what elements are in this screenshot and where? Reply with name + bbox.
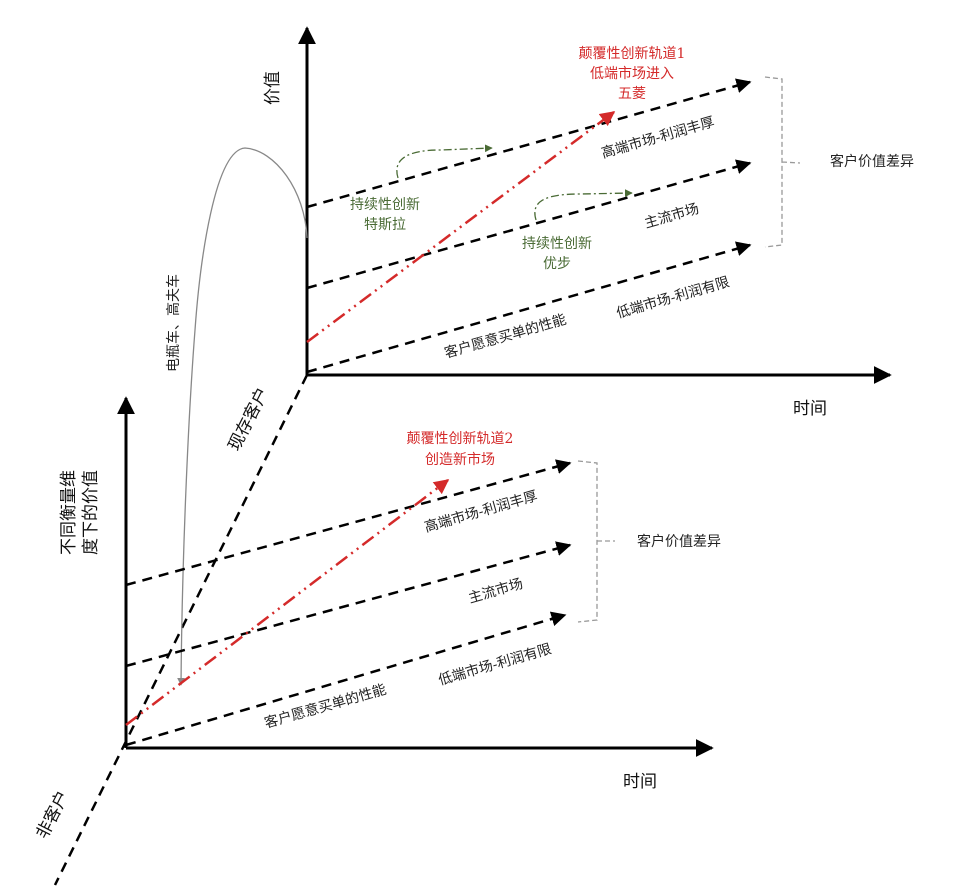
sustaining-tesla-example: 特斯拉 xyxy=(364,217,406,233)
connector-label: 电瓶车、高夫车 xyxy=(165,274,182,372)
connector-curve xyxy=(177,147,308,686)
upper-y-axis-label: 价值 xyxy=(263,71,283,105)
lower-x-axis-label: 时间 xyxy=(623,772,657,792)
upper-performance-label: 客户愿意买单的性能 xyxy=(442,311,568,362)
upper-mainstream-label: 主流市场 xyxy=(642,200,701,232)
lower-disruptive-line xyxy=(125,479,450,726)
upper-depth-axis-label: 现存客户 xyxy=(225,385,274,455)
upper-disruptive-line xyxy=(306,110,616,344)
sustaining-arrow-tesla xyxy=(396,144,493,179)
lower-low-end-line xyxy=(125,611,567,747)
lower-mainstream-label: 主流市场 xyxy=(466,575,525,607)
disruptive-track-2-title: 颠覆性创新轨道2 xyxy=(407,431,514,447)
upper-bracket-label: 客户价值差异 xyxy=(830,153,914,170)
upper-bracket xyxy=(764,76,801,248)
lower-high-end-line xyxy=(125,459,572,587)
sustaining-arrow-uber xyxy=(534,189,633,221)
lower-mainstream-line xyxy=(125,541,572,668)
disruptive-track-1-example: 五菱 xyxy=(618,86,646,102)
upper-high-end-line xyxy=(306,78,752,209)
upper-mainstream-line xyxy=(306,159,752,290)
disruptive-track-1-title: 颠覆性创新轨道1 xyxy=(579,46,686,62)
lower-y-axis-label-line1: 不同衡量维 xyxy=(59,470,79,555)
disruptive-track-1-subtitle: 低端市场进入 xyxy=(590,65,674,82)
lower-y-axis-label-line2: 度下的价值 xyxy=(81,470,101,555)
connector: 电瓶车、高夫车 xyxy=(165,147,308,686)
sustaining-uber-title: 持续性创新 xyxy=(522,235,592,252)
upper-high-end-label: 高端市场-利润丰厚 xyxy=(599,113,716,162)
lower-bracket xyxy=(577,460,615,623)
lower-depth-axis-label: 非客户 xyxy=(33,788,74,843)
sustaining-tesla-title: 持续性创新 xyxy=(350,196,420,213)
lower-chart: 不同衡量维 度下的价值 时间 非客户 颠覆性创新轨道2 创造新市场 高端市场-利… xyxy=(33,396,721,843)
upper-x-axis-label: 时间 xyxy=(793,399,827,419)
depth-axis-line xyxy=(53,374,309,886)
lower-high-end-label: 高端市场-利润丰厚 xyxy=(422,487,539,536)
disruptive-track-2-subtitle: 创造新市场 xyxy=(425,451,495,468)
upper-low-end-label: 低端市场-利润有限 xyxy=(614,273,731,322)
lower-performance-label: 客户愿意买单的性能 xyxy=(262,681,388,732)
upper-chart: 价值 时间 现存客户 颠覆性创新轨道1 低端市场进入 五菱 高端市场-利润丰厚 … xyxy=(225,26,914,455)
upper-low-end-line xyxy=(306,241,752,374)
lower-bracket-label: 客户价值差异 xyxy=(637,533,721,550)
sustaining-uber-example: 优步 xyxy=(543,256,571,272)
